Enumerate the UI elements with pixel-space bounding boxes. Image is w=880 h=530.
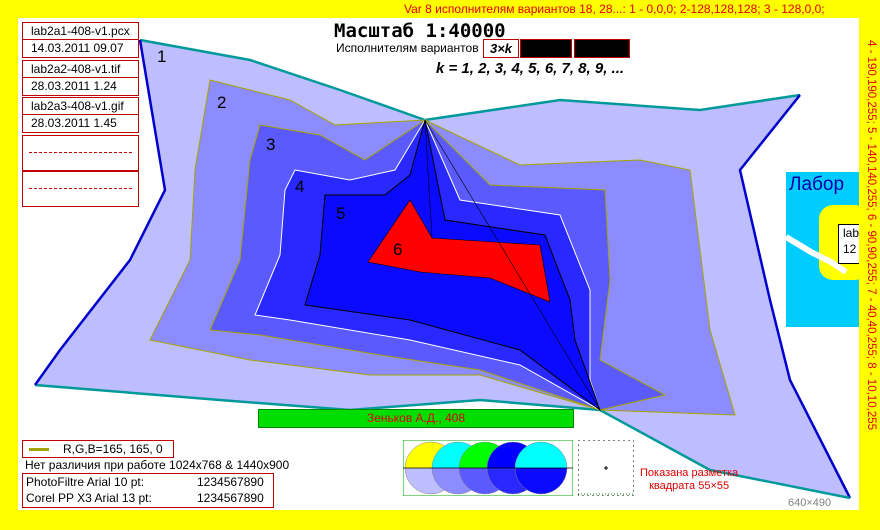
file-box-2: lab2a2-408-v1.tif 28.03.2011 1.24 — [22, 60, 139, 96]
canvas-dimensions: 640×490 — [788, 497, 832, 509]
zone-6 — [367, 199, 551, 303]
markup-note: Показана разметка квадрата 55×55 — [640, 467, 739, 492]
variants-formula-box: 3×k — [483, 39, 519, 58]
lab-panel-road — [786, 234, 848, 275]
variant-legend-line: Var 8 исполнителям вариантов 18, 28...: … — [404, 2, 825, 16]
variants-label: Исполнителям вариантов — [336, 41, 479, 55]
focal-line-1 — [424, 119, 601, 411]
file-box-3: lab2a3-408-v1.gif 28.03.2011 1.45 — [22, 97, 139, 133]
markup-square — [578, 440, 634, 496]
focal-line-2 — [424, 119, 433, 239]
variant-black-box-1 — [520, 39, 572, 58]
color-circles — [403, 440, 573, 496]
zone-label-2: 2 — [217, 93, 226, 112]
outline-swatch — [29, 448, 49, 451]
empty-file-box-2 — [22, 171, 139, 207]
zone-label-4: 4 — [295, 177, 304, 196]
zone-label-6: 6 — [393, 240, 402, 259]
author-bar: Зеньков А.Д., 408 — [258, 409, 574, 428]
zone-label-3: 3 — [266, 135, 275, 154]
font-test-box: PhotoFiltre Arial 10 pt: 1234567890 Core… — [22, 473, 274, 508]
variant-black-box-2 — [574, 39, 630, 58]
resolution-note: Нет различия при работе 1024х768 & 1440х… — [25, 458, 290, 472]
zone-label-5: 5 — [336, 204, 345, 223]
k-sequence: k = 1, 2, 3, 4, 5, 6, 7, 8, 9, ... — [436, 60, 625, 77]
boundary-blue-right — [738, 94, 852, 499]
lab-panel-label-box: lab 12 — [838, 224, 859, 264]
empty-file-box-1 — [22, 135, 139, 171]
zone-label-1: 1 — [157, 47, 166, 66]
lab-panel: Лабор lab 12 — [786, 172, 859, 327]
scale-title: Масштаб 1:40000 — [334, 20, 506, 42]
boundary-blue-left — [33, 39, 167, 386]
boundary-teal-bottom — [34, 383, 851, 500]
outline-color-legend: R,G,B=165, 165, 0 — [22, 440, 174, 458]
file-box-1: lab2a1-408-v1.pcx 14.03.2011 09.07 — [22, 22, 139, 58]
lab-panel-title: Лабор — [789, 174, 845, 195]
